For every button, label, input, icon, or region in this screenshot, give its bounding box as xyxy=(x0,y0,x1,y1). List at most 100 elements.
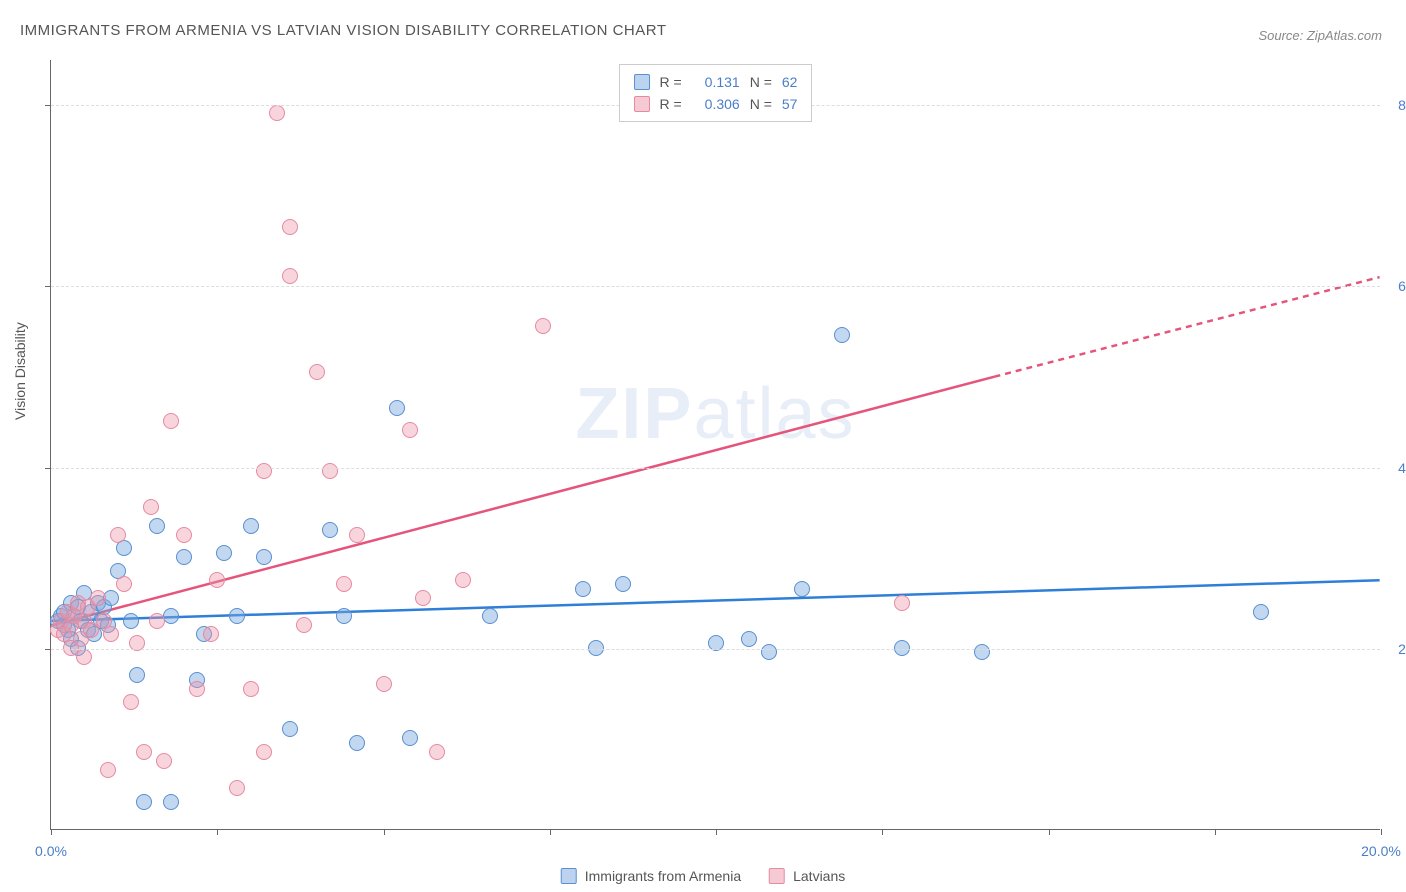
xtick-mark xyxy=(716,829,717,835)
source-prefix: Source: xyxy=(1258,28,1306,43)
r-label: R = xyxy=(660,93,682,115)
scatter-point xyxy=(336,608,352,624)
scatter-point xyxy=(834,327,850,343)
scatter-point xyxy=(615,576,631,592)
xtick-mark xyxy=(1049,829,1050,835)
gridline-h xyxy=(51,468,1380,469)
xtick-mark xyxy=(550,829,551,835)
scatter-point xyxy=(794,581,810,597)
trend-line xyxy=(51,377,994,626)
scatter-point xyxy=(163,794,179,810)
scatter-point xyxy=(296,617,312,633)
scatter-point xyxy=(256,463,272,479)
scatter-point xyxy=(229,608,245,624)
scatter-point xyxy=(76,649,92,665)
scatter-point xyxy=(741,631,757,647)
scatter-point xyxy=(575,581,591,597)
xtick-label: 0.0% xyxy=(35,843,67,859)
gridline-h xyxy=(51,649,1380,650)
trend-line xyxy=(51,580,1379,621)
scatter-point xyxy=(229,780,245,796)
scatter-point xyxy=(376,676,392,692)
legend-label-blue: Immigrants from Armenia xyxy=(585,868,741,884)
n-value-pink: 57 xyxy=(782,93,798,115)
scatter-point xyxy=(143,499,159,515)
ytick-label: 8.0% xyxy=(1398,97,1406,113)
source-value: ZipAtlas.com xyxy=(1307,28,1382,43)
ytick-mark xyxy=(45,105,51,106)
scatter-point xyxy=(149,518,165,534)
xtick-mark xyxy=(1215,829,1216,835)
xtick-mark xyxy=(1381,829,1382,835)
legend-swatch-pink xyxy=(769,868,785,884)
scatter-point xyxy=(322,463,338,479)
ytick-mark xyxy=(45,649,51,650)
xtick-label: 20.0% xyxy=(1361,843,1401,859)
scatter-point xyxy=(402,422,418,438)
ytick-label: 6.0% xyxy=(1398,278,1406,294)
r-label: R = xyxy=(660,71,682,93)
chart-title: IMMIGRANTS FROM ARMENIA VS LATVIAN VISIO… xyxy=(20,22,667,39)
scatter-point xyxy=(129,667,145,683)
stats-legend-box: R = 0.131 N = 62 R = 0.306 N = 57 xyxy=(619,64,813,122)
legend-swatch-blue xyxy=(561,868,577,884)
y-axis-label: Vision Disability xyxy=(12,322,28,420)
watermark-bold: ZIP xyxy=(575,374,693,454)
scatter-point xyxy=(136,744,152,760)
trend-lines-svg xyxy=(51,60,1380,829)
scatter-point xyxy=(402,730,418,746)
scatter-point xyxy=(116,576,132,592)
scatter-point xyxy=(243,681,259,697)
scatter-point xyxy=(349,527,365,543)
swatch-pink xyxy=(634,96,650,112)
scatter-point xyxy=(189,681,205,697)
plot-area: ZIPatlas 2.0%4.0%6.0%8.0% 0.0%20.0% R = … xyxy=(50,60,1380,830)
scatter-point xyxy=(256,744,272,760)
scatter-point xyxy=(336,576,352,592)
scatter-point xyxy=(282,219,298,235)
legend-item-pink: Latvians xyxy=(769,868,845,884)
scatter-point xyxy=(243,518,259,534)
scatter-point xyxy=(349,735,365,751)
scatter-point xyxy=(761,644,777,660)
ytick-label: 4.0% xyxy=(1398,460,1406,476)
scatter-point xyxy=(103,626,119,642)
stats-row-blue: R = 0.131 N = 62 xyxy=(634,71,798,93)
watermark: ZIPatlas xyxy=(575,373,855,455)
legend-item-blue: Immigrants from Armenia xyxy=(561,868,741,884)
scatter-point xyxy=(203,626,219,642)
legend-label-pink: Latvians xyxy=(793,868,845,884)
scatter-point xyxy=(282,721,298,737)
scatter-point xyxy=(415,590,431,606)
source-label: Source: ZipAtlas.com xyxy=(1258,28,1382,43)
scatter-point xyxy=(256,549,272,565)
scatter-point xyxy=(389,400,405,416)
scatter-point xyxy=(269,105,285,121)
scatter-point xyxy=(309,364,325,380)
scatter-point xyxy=(90,590,106,606)
scatter-point xyxy=(455,572,471,588)
scatter-point xyxy=(209,572,225,588)
swatch-blue xyxy=(634,74,650,90)
ytick-mark xyxy=(45,286,51,287)
scatter-point xyxy=(149,613,165,629)
r-value-pink: 0.306 xyxy=(692,93,740,115)
scatter-point xyxy=(123,694,139,710)
trend-line xyxy=(994,277,1379,377)
scatter-point xyxy=(100,762,116,778)
n-label: N = xyxy=(750,71,772,93)
scatter-point xyxy=(176,527,192,543)
scatter-point xyxy=(176,549,192,565)
xtick-mark xyxy=(384,829,385,835)
ytick-label: 2.0% xyxy=(1398,641,1406,657)
ytick-mark xyxy=(45,468,51,469)
scatter-point xyxy=(535,318,551,334)
scatter-point xyxy=(974,644,990,660)
scatter-point xyxy=(110,527,126,543)
watermark-light: atlas xyxy=(693,374,855,454)
scatter-point xyxy=(429,744,445,760)
xtick-mark xyxy=(217,829,218,835)
bottom-legend: Immigrants from Armenia Latvians xyxy=(561,868,846,884)
gridline-h xyxy=(51,286,1380,287)
scatter-point xyxy=(136,794,152,810)
